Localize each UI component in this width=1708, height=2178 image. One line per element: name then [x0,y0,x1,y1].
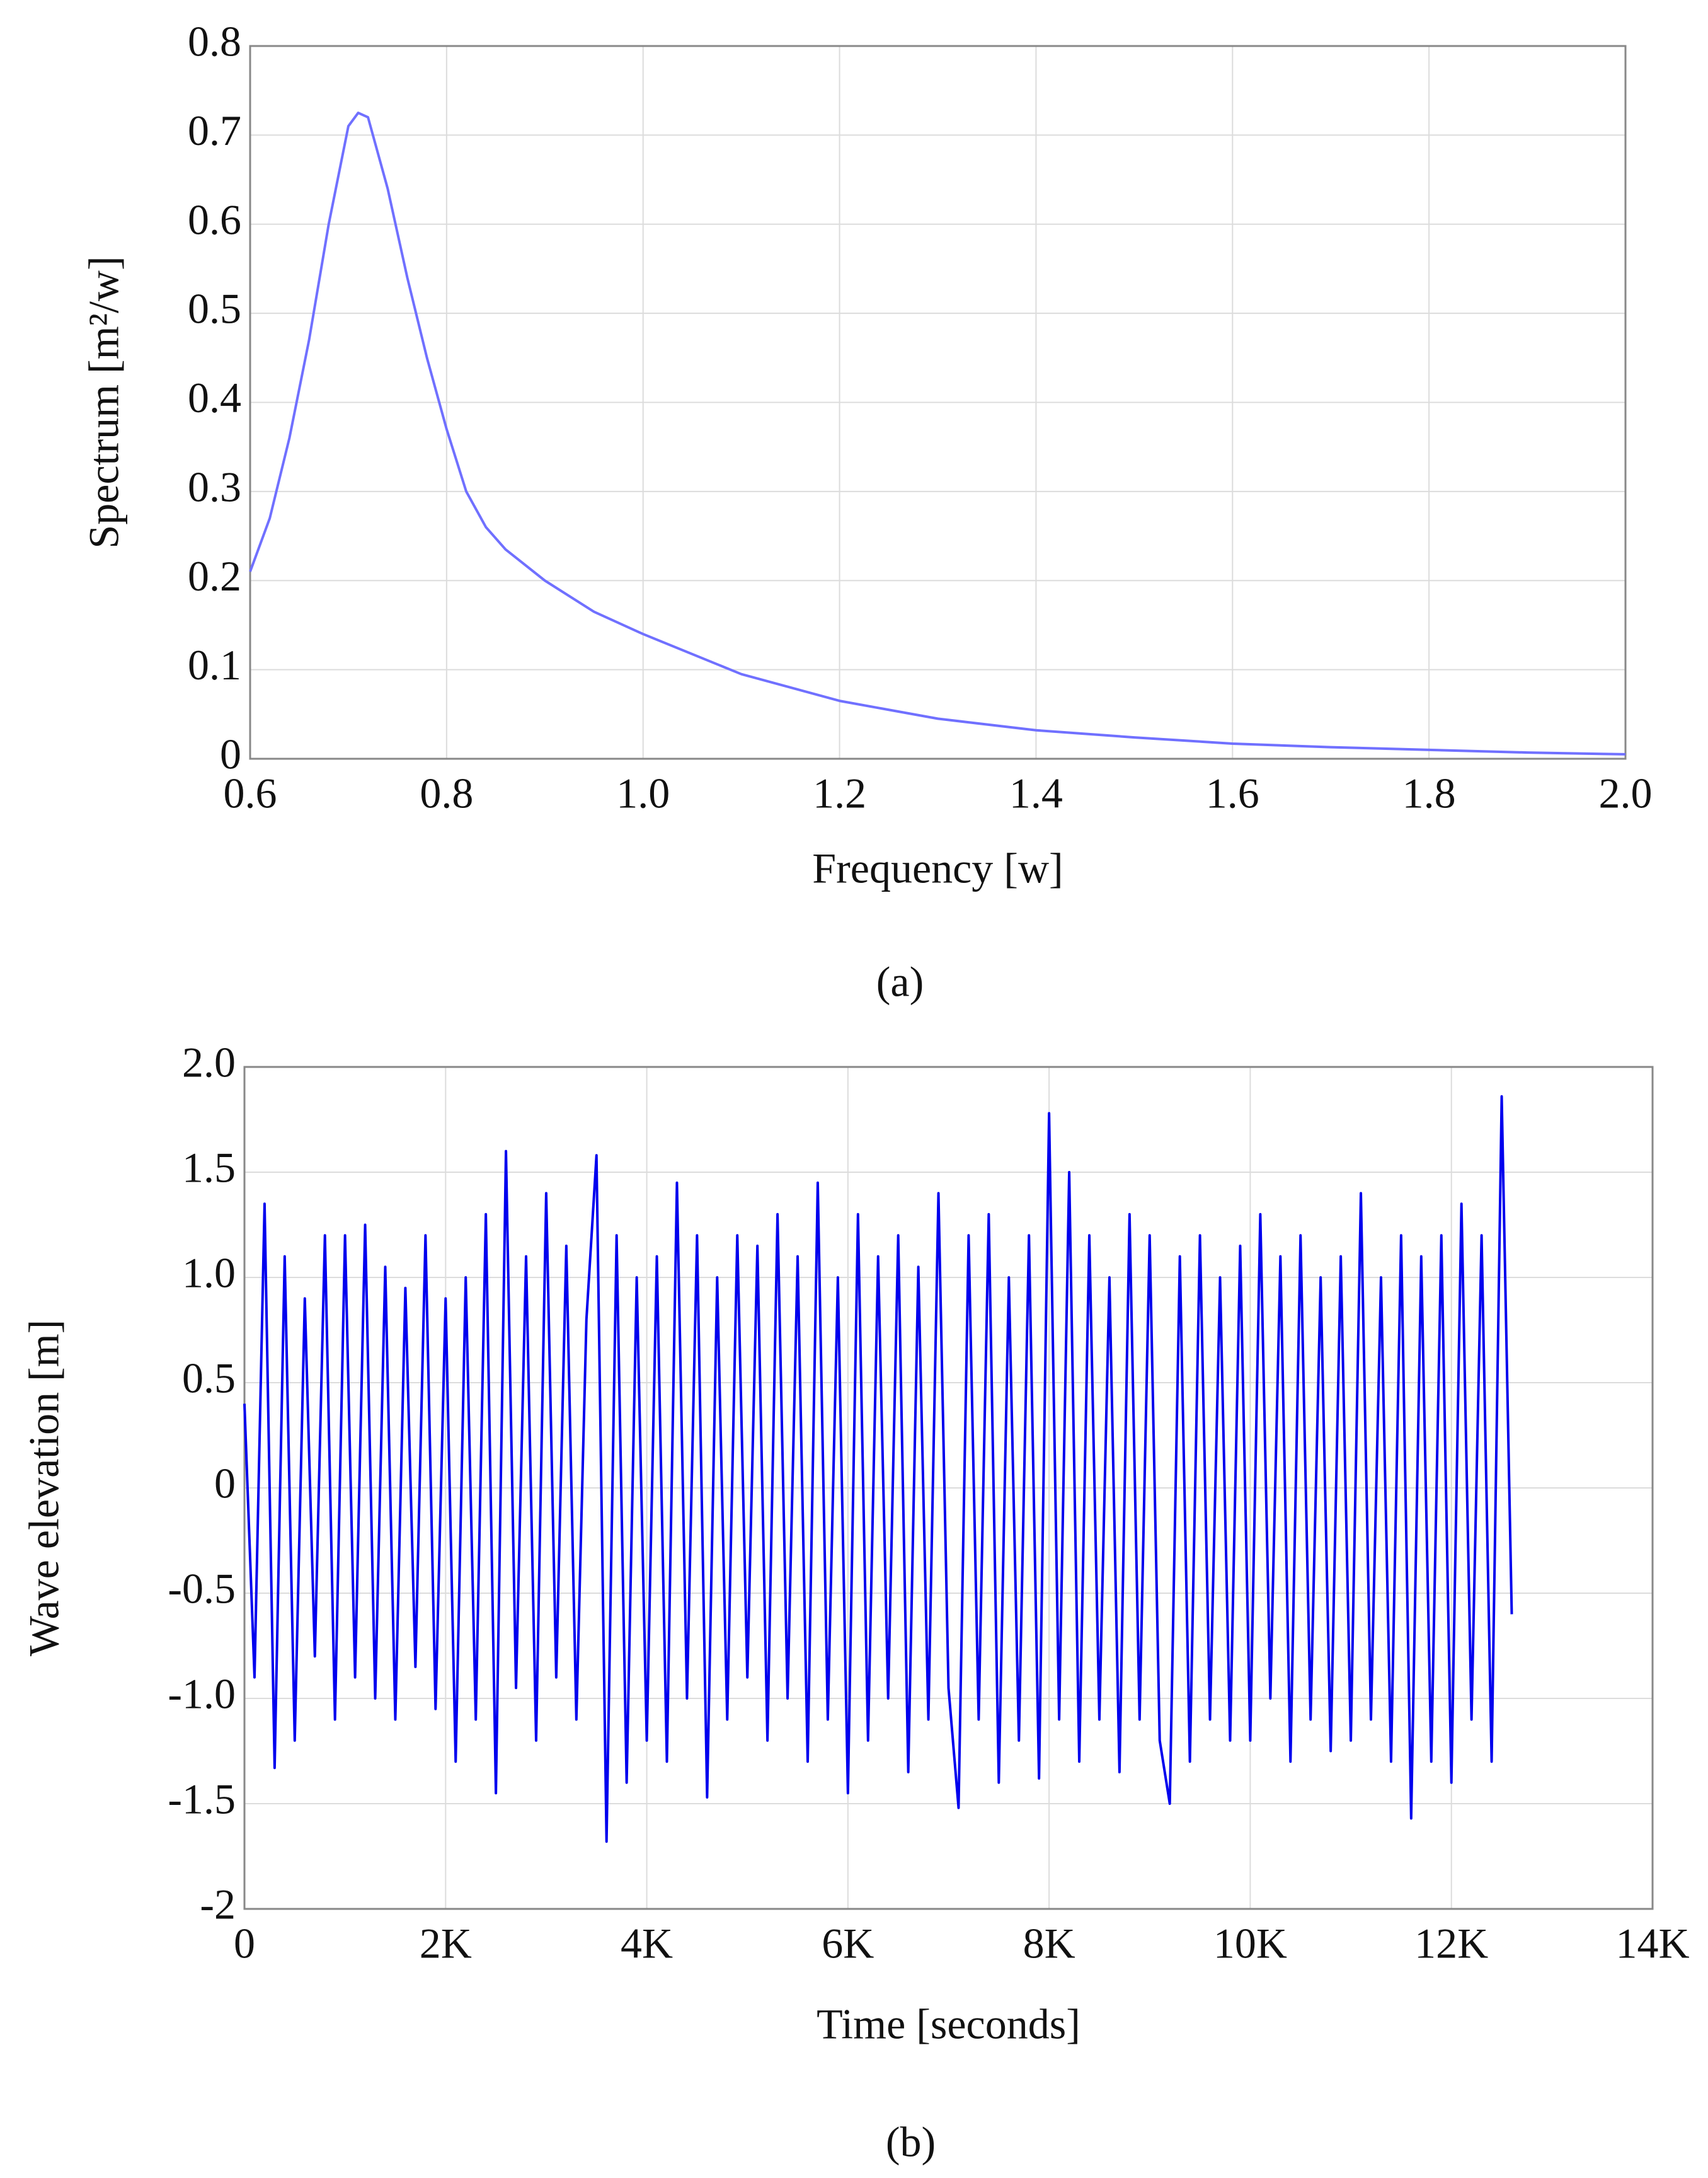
x-tick-label: 12K [1414,1920,1488,1968]
plot-frame [249,45,1627,760]
y-tick-label: -1.5 [168,1775,236,1823]
y-tick-label: 0 [220,730,241,778]
x-tick-label: 14K [1615,1920,1689,1968]
x-tick-label: 4K [621,1920,673,1968]
y-axis-label: Spectrum [m²/w] [80,256,128,548]
x-tick-label: 1.8 [1402,769,1456,817]
caption: (a) [876,958,924,1006]
caption: (b) [886,2118,936,2166]
y-tick-label: 0.3 [188,463,241,510]
y-tick-label: 0.7 [188,107,241,154]
data-line [243,1095,1513,1843]
y-tick-label: 1.0 [182,1249,236,1297]
x-tick-label: 1.0 [616,769,670,817]
y-tick-label: -1.0 [168,1670,236,1718]
y-tick-label: 0.2 [188,552,241,600]
x-tick-label: 6K [822,1920,874,1968]
x-tick-label: 1.4 [1009,769,1063,817]
y-tick-label: 0.6 [188,195,241,243]
y-axis-label: Wave elevation [m] [20,1320,68,1657]
x-tick-label: 8K [1023,1920,1075,1968]
data-line [249,112,1626,756]
x-axis-label: Frequency [w] [812,844,1063,892]
x-tick-label: 0.8 [420,769,473,817]
y-tick-label: -0.5 [168,1565,236,1613]
x-tick-label: 10K [1213,1920,1287,1968]
y-tick-label: 0.1 [188,641,241,689]
x-tick-label: 1.2 [813,769,866,817]
y-tick-label: 0.8 [188,18,241,66]
x-tick-label: 0.6 [224,769,277,817]
x-axis-label: Time [seconds] [817,2000,1080,2048]
x-tick-label: 2K [420,1920,472,1968]
y-tick-label: 2.0 [182,1039,236,1086]
y-tick-label: 0.5 [188,285,241,333]
x-tick-label: 0 [234,1920,255,1968]
y-tick-label: 0.5 [182,1354,236,1402]
x-tick-label: 1.6 [1206,769,1259,817]
y-tick-label: 1.5 [182,1144,236,1192]
y-tick-label: -2 [200,1881,236,1928]
plot-frame [243,1066,1654,1910]
y-tick-label: 0 [214,1460,236,1507]
x-tick-label: 2.0 [1599,769,1653,817]
y-tick-label: 0.4 [188,374,241,422]
